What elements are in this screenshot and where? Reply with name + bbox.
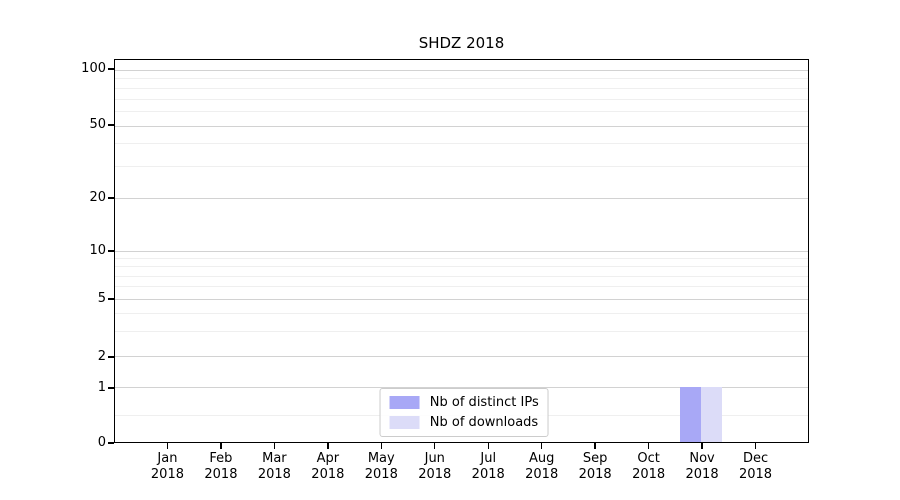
bar-nb-of-downloads-nov xyxy=(701,387,723,442)
x-tick-label-may-2018: May 2018 xyxy=(364,451,398,482)
y-tick-label-100: 100 xyxy=(81,60,106,76)
y-tick-label-0: 0 xyxy=(97,435,106,450)
gridline-minor-8 xyxy=(115,266,808,268)
x-tick-dec xyxy=(754,443,757,449)
x-tick-label-sep-2018: Sep 2018 xyxy=(578,451,612,482)
gridline-major-100 xyxy=(115,69,808,71)
x-tick-apr xyxy=(327,443,329,449)
x-tick-label-feb-2018: Feb 2018 xyxy=(204,451,238,482)
gridline-minor-30 xyxy=(115,166,808,168)
y-tick-label-2: 2 xyxy=(97,348,106,364)
y-tick-label-1: 1 xyxy=(97,380,106,395)
legend: Nb of distinct IPs Nb of downloads xyxy=(379,388,549,437)
gridline-minor-40 xyxy=(115,143,808,145)
gridline-minor-80 xyxy=(115,87,808,89)
gridline-minor-60 xyxy=(115,111,808,112)
y-tick-50 xyxy=(108,124,114,126)
y-tick-label-5: 5 xyxy=(97,291,106,306)
x-tick-may xyxy=(380,443,382,449)
x-tick-aug xyxy=(540,443,543,449)
x-tick-label-apr-2018: Apr 2018 xyxy=(311,451,345,482)
x-tick-nov xyxy=(701,443,703,449)
legend-label: Nb of distinct IPs xyxy=(429,395,539,410)
x-tick-label-nov-2018: Nov 2018 xyxy=(685,451,719,482)
bar-nb-of-distinct-ips-nov xyxy=(680,387,702,442)
x-tick-label-jun-2018: Jun 2018 xyxy=(418,451,452,482)
x-tick-jul xyxy=(487,443,489,449)
gridline-major-5 xyxy=(115,298,808,300)
y-tick-100 xyxy=(108,68,114,70)
gridline-minor-9 xyxy=(115,258,808,260)
y-tick-5 xyxy=(108,298,114,300)
gridline-minor-4 xyxy=(115,312,808,314)
gridline-minor-90 xyxy=(115,78,808,80)
legend-entry: Nb of distinct IPs xyxy=(389,395,539,410)
x-tick-sep xyxy=(594,443,596,449)
x-tick-label-oct-2018: Oct 2018 xyxy=(632,451,666,482)
plot-area: Nb of distinct IPs Nb of downloads xyxy=(114,59,809,443)
x-tick-jun xyxy=(434,443,436,449)
legend-label: Nb of downloads xyxy=(429,415,539,430)
y-tick-label-20: 20 xyxy=(89,190,106,205)
x-tick-label-jul-2018: Jul 2018 xyxy=(471,451,505,482)
x-tick-oct xyxy=(647,443,650,449)
gridline-major-10 xyxy=(115,251,808,252)
gridline-major-20 xyxy=(115,198,808,200)
y-tick-1 xyxy=(108,387,114,389)
legend-swatch-nb-of-distinct-ips xyxy=(389,396,420,409)
gridline-minor-70 xyxy=(115,98,808,100)
y-tick-label-50: 50 xyxy=(89,117,106,132)
y-tick-10 xyxy=(108,250,114,252)
gridline-major-50 xyxy=(115,125,808,127)
legend-entry: Nb of downloads xyxy=(389,415,539,430)
legend-swatch-nb-of-downloads xyxy=(389,416,420,429)
gridline-major-2 xyxy=(115,356,808,358)
y-tick-0 xyxy=(108,442,114,444)
gridline-minor-6 xyxy=(115,286,808,288)
gridline-minor-3 xyxy=(115,330,808,332)
x-tick-label-dec-2018: Dec 2018 xyxy=(738,451,773,482)
x-tick-label-aug-2018: Aug 2018 xyxy=(525,451,559,482)
y-tick-2 xyxy=(108,356,114,358)
gridline-minor-7 xyxy=(115,275,808,277)
chart-title: SHDZ 2018 xyxy=(418,34,505,52)
y-tick-20 xyxy=(108,197,114,199)
x-tick-feb xyxy=(220,443,222,449)
y-tick-label-10: 10 xyxy=(89,243,106,258)
gridline-major-1 xyxy=(115,387,808,389)
x-tick-label-jan-2018: Jan 2018 xyxy=(150,451,184,482)
x-tick-jan xyxy=(166,443,169,449)
x-tick-mar xyxy=(273,443,276,449)
x-tick-label-mar-2018: Mar 2018 xyxy=(257,451,291,482)
